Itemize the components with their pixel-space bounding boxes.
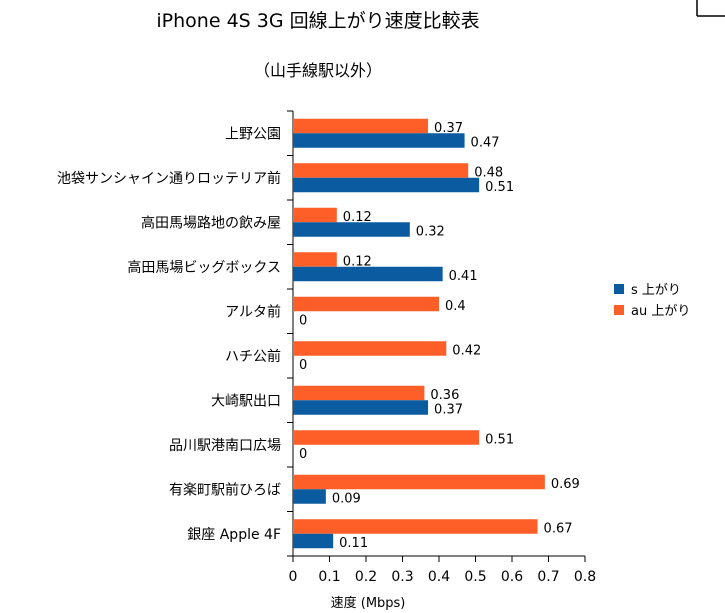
- data-label: 0: [299, 358, 307, 373]
- category-label: 大崎駅出口: [211, 393, 281, 409]
- x-axis-label: 速度 (Mbps): [331, 595, 406, 611]
- category-label: 品川駅港南口広場: [169, 438, 281, 454]
- data-label: 0.37: [434, 121, 463, 136]
- data-label: 0.67: [544, 521, 573, 536]
- category-label: 池袋サンシャイン通りロッテリア前: [57, 170, 281, 187]
- x-tick-label: 0.8: [574, 569, 596, 585]
- bar: [293, 533, 334, 549]
- legend-swatch: [614, 284, 624, 294]
- category-label: 高田馬場路地の飲み屋: [141, 214, 281, 231]
- x-tick-label: 0.2: [355, 569, 377, 585]
- legend: s 上がり au 上がり: [614, 283, 690, 319]
- bar: [293, 489, 326, 504]
- category-label: アルタ前: [225, 303, 281, 320]
- category-label: 銀座 Apple 4F: [187, 527, 281, 543]
- bar: [293, 430, 480, 445]
- bar: [293, 133, 465, 148]
- data-label: 0.12: [343, 210, 372, 225]
- plot-area: 0 0.1 0.2 0.3 0.4 0.5 0.6 0.7 0.8 上野公園 0.37 0.47 池袋サ…: [57, 110, 596, 585]
- data-label: 0.4: [445, 299, 466, 314]
- bar: [293, 222, 410, 237]
- x-tick-label: 0.5: [464, 569, 486, 585]
- data-label: 0.12: [343, 254, 372, 269]
- data-label: 0.11: [339, 536, 368, 551]
- category-label: 有楽町駅前ひろば: [169, 481, 281, 498]
- bar: [293, 207, 337, 223]
- data-label: 0.32: [416, 224, 445, 239]
- category-label: 高田馬場ビッグボックス: [127, 259, 281, 276]
- data-label: 0.51: [485, 180, 514, 195]
- x-tick-label: 0.7: [537, 569, 559, 585]
- data-label: 0.41: [449, 269, 478, 284]
- chart-subtitle: （山手線駅以外）: [254, 61, 382, 80]
- data-label: 0.48: [474, 165, 503, 180]
- data-label: 0.09: [332, 491, 361, 506]
- bar: [293, 400, 429, 415]
- bar: [293, 385, 425, 401]
- legend-label: s 上がり: [631, 283, 681, 298]
- bar: [293, 266, 443, 282]
- data-label: 0.47: [471, 135, 500, 150]
- data-label: 0.36: [430, 388, 459, 403]
- bar: [293, 177, 480, 193]
- bar: [293, 296, 439, 312]
- category-label: 上野公園: [225, 126, 281, 142]
- bar: [293, 252, 337, 267]
- x-tick-label: 0.1: [318, 569, 340, 585]
- bar: [293, 163, 469, 178]
- category-label: ハチ公前: [225, 348, 281, 365]
- bar: [293, 474, 545, 490]
- chart-title: iPhone 4S 3G 回線上がり速度比較表: [156, 10, 479, 32]
- data-label: 0.37: [434, 402, 463, 417]
- x-tick-label: 0.4: [428, 569, 450, 585]
- legend-swatch: [614, 305, 624, 315]
- bar: [293, 118, 429, 134]
- bar: [293, 341, 447, 356]
- data-label: 0: [299, 447, 307, 462]
- data-label: 0.51: [485, 432, 514, 447]
- data-label: 0: [299, 313, 307, 328]
- bar: [293, 519, 538, 534]
- data-label: 0.69: [551, 477, 580, 492]
- x-tick-label: 0.3: [391, 569, 413, 585]
- legend-label: au 上がり: [631, 304, 690, 319]
- x-tick-label: 0: [289, 569, 298, 585]
- x-tick-label: 0.6: [501, 569, 523, 585]
- data-label: 0.42: [452, 343, 481, 358]
